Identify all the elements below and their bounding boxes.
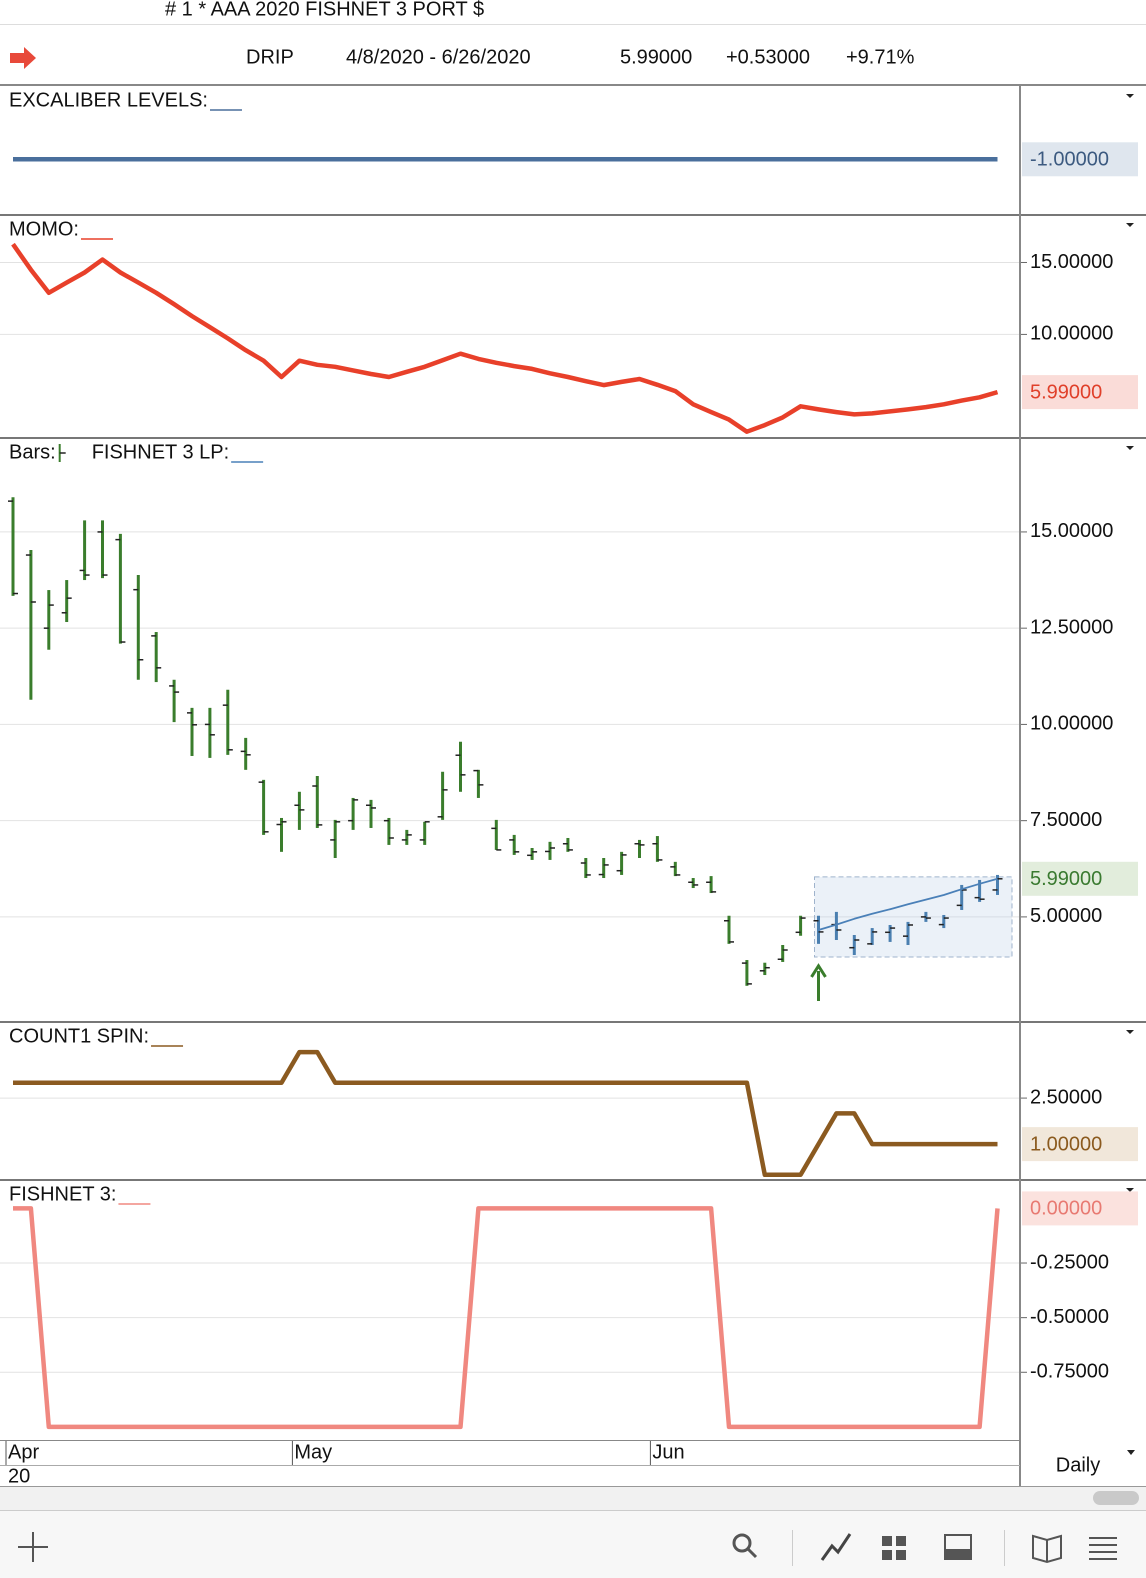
timeframe[interactable]: Daily: [1056, 1454, 1100, 1476]
layout-cell: [896, 1550, 906, 1560]
y-tick-label: 7.50000: [1030, 809, 1102, 831]
series-line: [13, 1049, 998, 1178]
search-handle: [746, 1547, 758, 1559]
toolbar: [0, 1510, 1146, 1578]
window-title: # 1 * AAA 2020 FISHNET 3 PORT $: [165, 0, 484, 20]
timeframe-menu[interactable]: [1127, 1450, 1135, 1455]
panel-menu[interactable]: [1126, 446, 1134, 450]
legend-label: Bars:: [9, 441, 56, 463]
date-range: 4/8/2020 - 6/26/2020: [346, 46, 531, 68]
signal-arrow: [810, 963, 827, 1001]
legend-label: FISHNET 3 LP:: [92, 441, 229, 463]
panel-divider: [0, 1179, 1146, 1181]
search-button[interactable]: [732, 1533, 758, 1559]
legend-label: EXCALIBER LEVELS:: [9, 89, 208, 111]
draw-button[interactable]: [820, 1533, 852, 1561]
red-arrow-button[interactable]: [10, 47, 36, 69]
legend-label: COUNT1 SPIN:: [9, 1025, 149, 1047]
y-tick-label: 2.50000: [1030, 1086, 1102, 1108]
layout-cell: [882, 1550, 892, 1560]
legend-label: MOMO:: [9, 218, 79, 240]
x-tick-label: Jun: [652, 1441, 684, 1463]
price-badge: [1022, 375, 1138, 410]
scrollbar-thumb[interactable]: [1093, 1491, 1139, 1505]
last-price: 5.99000: [620, 46, 692, 68]
x-tick-label: Apr: [8, 1441, 39, 1463]
panel-button[interactable]: [944, 1534, 972, 1560]
price-badge: [1022, 861, 1138, 896]
panel-menu[interactable]: [1126, 1030, 1134, 1034]
layout-cell: [882, 1536, 892, 1546]
series-line: [818, 877, 998, 931]
price-change: +0.53000: [726, 46, 810, 68]
book-button[interactable]: [1032, 1534, 1062, 1564]
range-box: [814, 876, 1013, 958]
x-axis-line: [0, 1440, 1020, 1441]
panel-fill: [945, 1549, 971, 1559]
panel-divider: [0, 437, 1146, 439]
plot-area: EXCALIBER LEVELS: -1.00000 15.00000 10.0000…: [0, 89, 1146, 1487]
toolbar-sep: [1004, 1530, 1005, 1566]
add-button[interactable]: [18, 1532, 48, 1562]
price-badge-label: 5.99000: [1030, 868, 1102, 890]
legend-label: FISHNET 3:: [9, 1183, 116, 1205]
panel-menu[interactable]: [1126, 223, 1134, 227]
y-tick-label: 5.00000: [1030, 905, 1102, 927]
series-line: [13, 1206, 1000, 1430]
toolbar-sep: [792, 1530, 793, 1566]
y-tick-label: -0.25000: [1030, 1251, 1109, 1273]
search-lens: [732, 1533, 752, 1553]
axis-divider: [1019, 86, 1021, 1486]
title-divider: [0, 24, 1146, 25]
price-badge: [1022, 1191, 1138, 1226]
price-badge-label: -1.00000: [1030, 149, 1109, 171]
price-badge-label: 5.99000: [1030, 381, 1102, 403]
layout-cell: [896, 1536, 906, 1546]
panel-divider: [0, 1021, 1146, 1023]
price-badge: [1022, 142, 1138, 177]
layout-button[interactable]: [882, 1536, 906, 1560]
y-tick-label: 15.00000: [1030, 520, 1113, 542]
price-badge-label: 1.00000: [1030, 1133, 1102, 1155]
y-tick-label: 12.50000: [1030, 616, 1113, 638]
header-divider: [0, 84, 1146, 86]
x-axis-line-lower: [0, 1465, 1020, 1466]
y-tick-label: 15.00000: [1030, 251, 1113, 273]
scrollbar-track: [0, 1486, 1146, 1510]
scroll-divider: [0, 1486, 1146, 1487]
price-badge: [1022, 1127, 1138, 1162]
toolbar-divider: [0, 1510, 1146, 1511]
symbol: DRIP: [246, 46, 294, 68]
price-badge-label: 0.00000: [1030, 1198, 1102, 1220]
x-tick-label: May: [294, 1441, 332, 1463]
y-tick-label: 10.00000: [1030, 323, 1113, 345]
series-line: [11, 242, 999, 434]
panel-divider: [0, 214, 1146, 216]
percent-change: +9.71%: [846, 46, 915, 68]
x-year-label: 20: [8, 1465, 30, 1487]
y-tick-label: -0.50000: [1030, 1306, 1109, 1328]
arrow-icon: [10, 47, 36, 69]
panel-menu[interactable]: [1126, 94, 1134, 98]
panel-menu[interactable]: [1126, 1188, 1134, 1192]
y-tick-label: 10.00000: [1030, 713, 1113, 735]
menu-button[interactable]: [1089, 1537, 1117, 1560]
y-tick-label: -0.75000: [1030, 1361, 1109, 1383]
